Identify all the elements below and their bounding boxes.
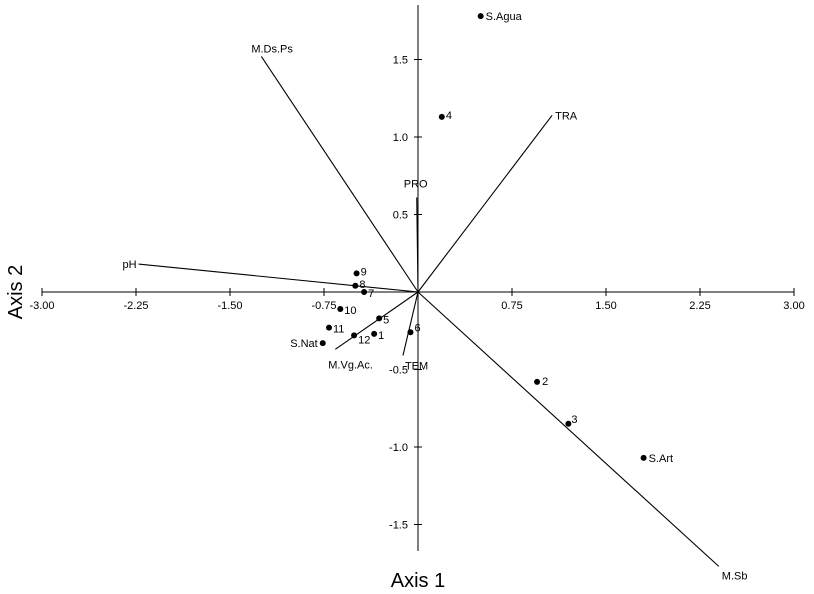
vector-label: TRA [555, 110, 578, 122]
point-label: S.Nat [290, 338, 318, 350]
data-point [319, 340, 326, 347]
data-point [407, 329, 414, 336]
point-label: 4 [446, 110, 452, 122]
vector-label: TEM [405, 361, 428, 373]
vectors-group: M.Ds.Ps TRA PRO pH M.Vg.Ac. TEM M.Sb [123, 43, 748, 582]
vector-label: M.Vg.Ac. [328, 359, 373, 371]
point-label: 6 [414, 322, 420, 334]
point-label: 9 [361, 266, 367, 278]
vector-pro [416, 197, 419, 293]
vector-ph [138, 263, 419, 293]
vector-label: M.Ds.Ps [251, 43, 293, 55]
point-label: 2 [542, 376, 548, 388]
point-label: 1 [378, 330, 384, 342]
vector-tra [417, 114, 553, 293]
point-label: 11 [333, 324, 344, 336]
x-tick-label: -1.50 [217, 300, 242, 312]
y-tick-label: -1.5 [389, 520, 408, 532]
vector-label: pH [123, 259, 137, 271]
data-point [326, 324, 333, 331]
x-tick-label: 3.00 [783, 300, 804, 312]
y-tick-label: -0.5 [389, 365, 408, 377]
x-tick-label: -3.00 [29, 300, 54, 312]
point-label: S.Agua [486, 11, 523, 23]
vector-label: PRO [404, 178, 428, 190]
axes-group: -3.00 -2.25 -1.50 -0.75 0.75 1.50 2.25 3.00 1.5 1… [29, 5, 805, 551]
y-tick-label: 1.0 [393, 132, 408, 144]
point-label: 7 [368, 288, 374, 300]
data-point [353, 270, 360, 277]
y-tick-label: 0.5 [393, 210, 408, 222]
y-tick-label: -1.0 [389, 442, 408, 454]
data-point [376, 315, 383, 322]
data-point [352, 282, 359, 289]
x-tick-label: -0.75 [311, 300, 336, 312]
point-label: 10 [344, 305, 356, 317]
vector-tem [402, 291, 419, 356]
data-point [534, 378, 541, 385]
x-tick-label: -2.25 [123, 300, 148, 312]
y-tick-label: 1.5 [393, 55, 408, 67]
data-point [371, 330, 378, 337]
vector-m-ds-ps [260, 56, 419, 293]
data-point [337, 306, 344, 313]
data-point [438, 113, 445, 120]
x-axis-title: Axis 1 [391, 570, 445, 592]
x-tick-label: 1.50 [595, 300, 616, 312]
data-point [477, 13, 484, 20]
point-label: 5 [383, 314, 389, 326]
x-tick-label: 2.25 [689, 300, 710, 312]
data-point [640, 454, 647, 461]
point-label: 8 [359, 279, 365, 291]
vector-label: M.Sb [722, 570, 748, 582]
point-label: S.Art [649, 453, 673, 465]
data-point [351, 332, 358, 339]
points-group: S.Agua 4 987 10 5 11 6 1 12 S.Nat 2 3 S.Art [290, 11, 673, 465]
x-tick-label: 0.75 [501, 300, 522, 312]
point-label: 12 [358, 334, 370, 346]
point-label: 3 [571, 414, 577, 426]
vector-m-sb [417, 291, 720, 567]
data-point [361, 289, 368, 295]
y-axis-title: Axis 2 [5, 265, 27, 319]
data-point [565, 420, 572, 427]
vector-m-vg-ac [334, 291, 419, 350]
